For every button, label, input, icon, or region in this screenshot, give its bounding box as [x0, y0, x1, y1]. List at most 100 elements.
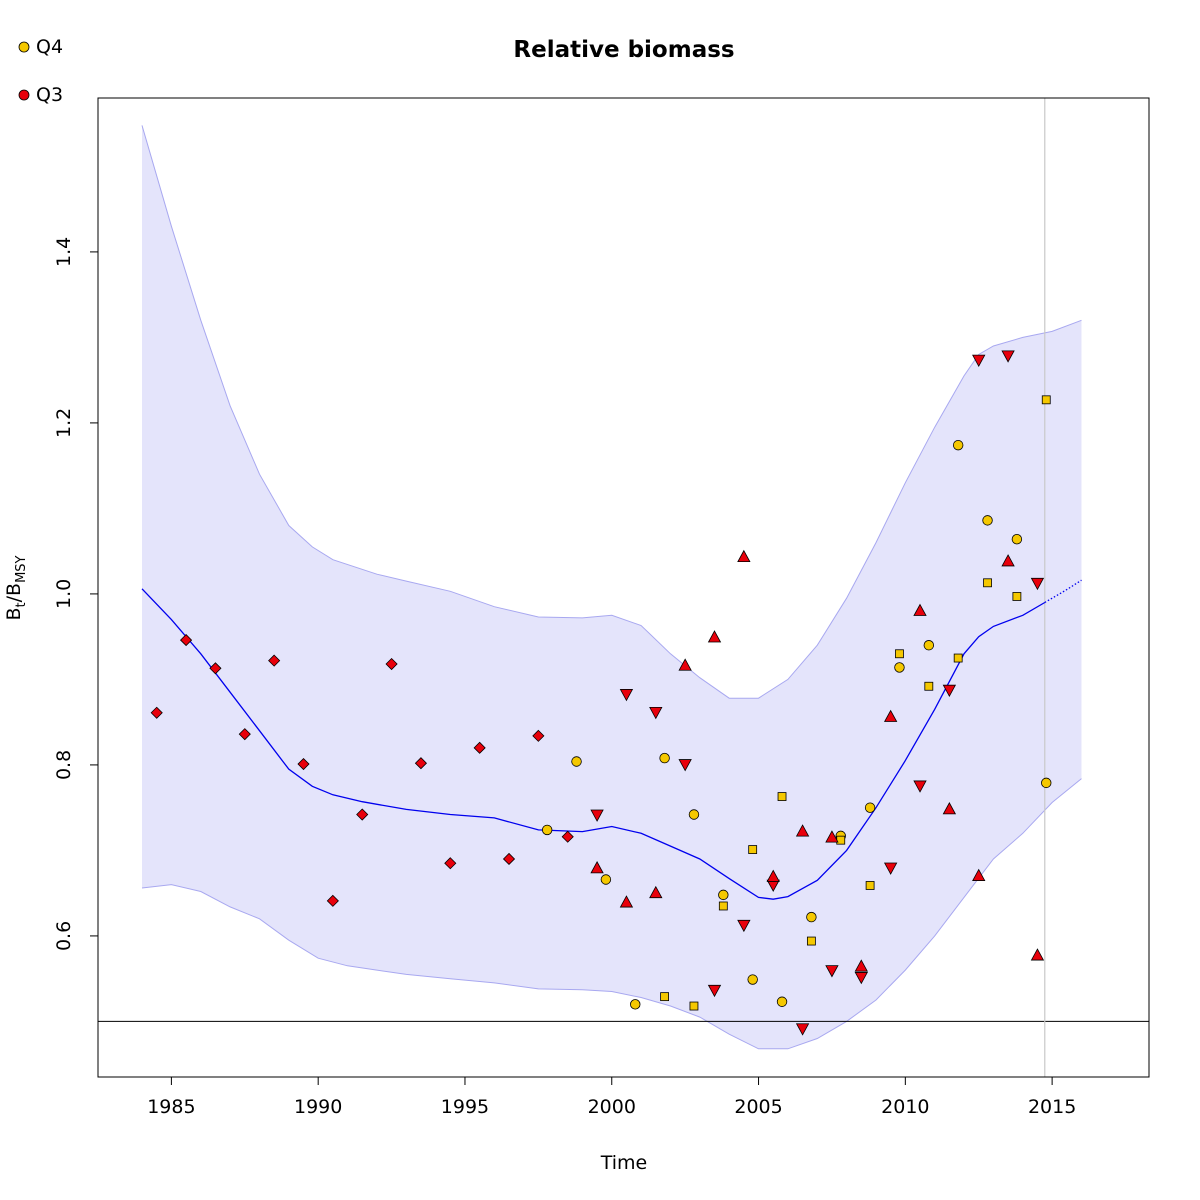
y-tick-label: 1.4	[53, 237, 75, 267]
x-axis: 1985 1990 1995 2000 2005 2010 2015	[147, 1077, 1076, 1118]
data-point-q3-diamond	[561, 830, 574, 843]
legend-marker-q4	[18, 41, 30, 53]
data-point-q3-diamond	[414, 757, 427, 770]
legend: Q4 Q3	[18, 36, 63, 106]
x-tick-label: 2000	[588, 1096, 636, 1118]
data-point-q4-circle	[571, 756, 582, 767]
data-point-q4-square	[1041, 395, 1051, 405]
data-point-q4-square	[1012, 592, 1022, 601]
data-point-q3-triangle-up	[678, 658, 692, 671]
data-point-q3-triangle-down	[678, 759, 692, 772]
data-point-q4-square	[865, 881, 875, 890]
data-point-q3-diamond	[444, 857, 457, 870]
data-point-q4-circle	[688, 809, 700, 820]
x-tick-label: 1995	[441, 1096, 489, 1118]
data-point-q3-triangle-up	[1030, 948, 1045, 961]
data-point-q3-triangle-up	[1001, 554, 1015, 567]
x-axis-label: Time	[600, 1152, 648, 1174]
data-point-q3-triangle-down	[913, 780, 927, 793]
y-tick-label: 1.2	[53, 408, 75, 438]
data-point-q3-triangle-up	[913, 603, 927, 616]
data-point-q3-triangle-up	[766, 869, 780, 882]
data-point-q4-circle	[1011, 533, 1023, 545]
data-point-q4-square	[748, 845, 758, 854]
x-tick-label: 2015	[1028, 1096, 1076, 1118]
data-point-q3-triangle-down	[590, 809, 604, 822]
data-point-q3-diamond	[150, 706, 163, 719]
data-point-q3-triangle-up	[883, 709, 898, 722]
y-axis-label-sep: /B	[3, 583, 25, 602]
legend-marker-q3	[18, 89, 30, 101]
data-point-q3-triangle-up	[707, 630, 722, 643]
data-point-q3-triangle-down	[883, 862, 898, 875]
data-point-q3-triangle-up	[825, 830, 839, 843]
y-axis-label: Bt/BMSY	[3, 555, 29, 620]
y-axis-label-main: B	[3, 607, 25, 620]
data-point-q4-circle	[718, 889, 729, 901]
data-point-q4-circle	[541, 824, 553, 836]
data-point-q3-diamond	[473, 741, 486, 754]
y-axis-label-sub1: t	[14, 602, 29, 607]
y-axis: 0.6 0.8 1.0 1.2 1.4	[53, 237, 98, 951]
data-point-q4-square	[924, 681, 934, 691]
confidence-band	[142, 125, 1082, 1049]
data-point-q4-circle	[894, 662, 905, 673]
data-point-q3-diamond	[356, 808, 369, 821]
data-point-q4-circle	[600, 874, 612, 885]
data-point-q3-triangle-down	[707, 984, 722, 998]
data-point-q4-square	[718, 901, 728, 911]
data-point-q3-triangle-up	[590, 861, 604, 874]
trend-line	[141, 588, 1046, 900]
data-point-q3-triangle-down	[737, 919, 751, 933]
data-point-q4-square	[983, 578, 992, 588]
data-point-q3-diamond	[238, 728, 251, 741]
data-point-q4-square	[689, 1001, 699, 1011]
legend-label-q4: Q4	[36, 36, 63, 58]
data-point-q3-diamond	[297, 757, 310, 771]
data-point-q3-diamond	[326, 894, 339, 907]
data-point-q4-square	[895, 649, 904, 659]
data-point-q3-triangle-down	[1030, 577, 1045, 591]
band-upper-edge	[141, 125, 1082, 699]
x-tick-label: 2005	[734, 1096, 782, 1118]
data-point-q4-square	[953, 653, 963, 663]
data-point-q4-circle	[923, 640, 935, 651]
x-tick-label: 1985	[147, 1096, 195, 1118]
data-point-q3-triangle-up	[649, 885, 663, 899]
data-point-q3-triangle-down	[942, 684, 957, 698]
plot-frame	[97, 97, 1150, 1078]
legend-label-q3: Q3	[36, 84, 63, 106]
chart-title: Relative biomass	[513, 37, 734, 63]
data-point-q3-diamond	[180, 634, 193, 647]
data-point-q3-triangle-up	[795, 824, 810, 837]
data-point-q3-diamond	[502, 852, 516, 866]
x-tick-label: 2010	[881, 1096, 929, 1118]
data-point-q4-circle	[806, 911, 817, 923]
data-point-q4-square	[777, 792, 787, 801]
data-point-q4-circle	[982, 515, 993, 526]
data-point-q3-triangle-up	[942, 802, 957, 815]
data-point-q4-circle	[630, 999, 641, 1010]
data-point-q3-diamond	[532, 729, 545, 742]
data-point-q3-triangle-down	[619, 689, 634, 702]
data-point-q4-square	[836, 835, 846, 845]
data-point-q3-triangle-down	[972, 354, 986, 367]
data-point-q3-triangle-down	[825, 965, 839, 978]
data-point-q3-triangle-up	[619, 895, 634, 908]
y-axis-label-sub2: MSY	[14, 555, 29, 582]
data-point-q3-triangle-down	[649, 707, 663, 720]
data-point-q3-diamond	[385, 657, 398, 671]
band-lower-edge	[141, 778, 1082, 1050]
data-point-q4-circle	[776, 996, 788, 1007]
y-tick-label: 0.6	[53, 921, 75, 951]
data-point-q3-diamond	[268, 654, 281, 667]
data-point-q3-triangle-down	[854, 972, 868, 985]
y-tick-label: 1.0	[53, 579, 75, 609]
data-point-q3-triangle-up	[854, 959, 868, 972]
data-point-q3-triangle-up	[972, 868, 986, 881]
data-point-q4-square	[660, 992, 670, 1002]
data-point-q3-triangle-down	[795, 1023, 810, 1036]
data-point-q3-triangle-down	[1001, 350, 1015, 363]
data-point-q4-circle	[864, 802, 876, 813]
